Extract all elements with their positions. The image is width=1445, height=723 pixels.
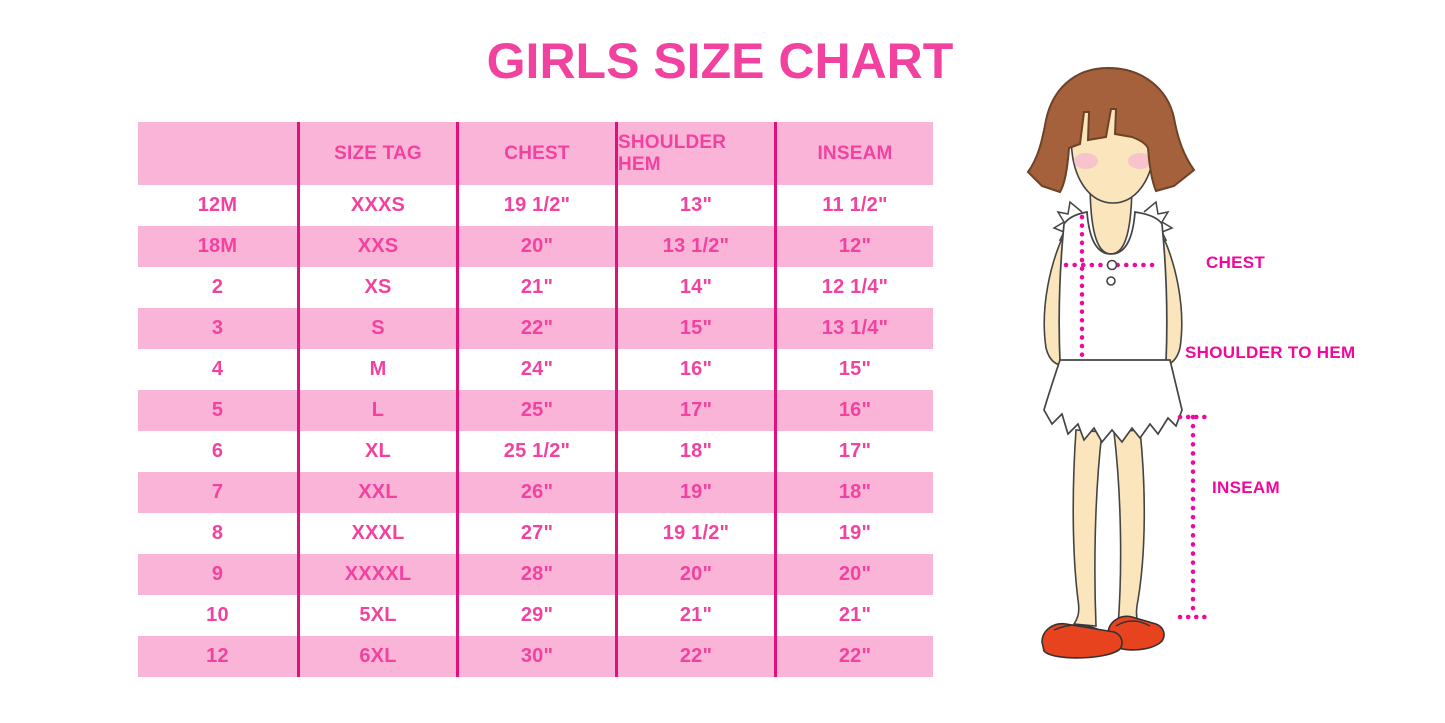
left-shoe	[1041, 622, 1123, 659]
column-header	[138, 122, 297, 185]
table-cell: 14"	[615, 267, 774, 308]
page-title: GIRLS SIZE CHART	[486, 33, 954, 89]
table-cell: 6XL	[297, 636, 456, 677]
table-cell: 13"	[615, 185, 774, 226]
table-cell: 15"	[774, 349, 933, 390]
table-cell: 5	[211, 399, 224, 421]
table-cell: 19"	[615, 472, 774, 513]
table-cell: XXL	[297, 472, 456, 513]
table-cell: 27"	[456, 513, 615, 554]
top-button-1	[1106, 259, 1118, 271]
table-cell: 3	[211, 317, 224, 339]
top-bodice	[1058, 210, 1168, 363]
table-cell: XL	[297, 431, 456, 472]
table-cell: 13 1/2"	[615, 226, 774, 267]
table-cell: 2	[211, 276, 224, 298]
table-cell: 21"	[774, 595, 933, 636]
table-cell: 25"	[456, 390, 615, 431]
table-cell: 12 1/4"	[774, 267, 933, 308]
table-cell: 26"	[456, 472, 615, 513]
table-cell: 17"	[615, 390, 774, 431]
table-cell: 8	[211, 522, 224, 544]
left-leg	[1072, 429, 1103, 627]
table-row: 2 XS 21" 14" 12 1/4"	[138, 267, 933, 308]
left-blush	[1074, 153, 1098, 169]
table-row: 3 S 22" 15" 13 1/4"	[138, 308, 933, 349]
table-row: 6 XL 25 1/2" 18" 17"	[138, 431, 933, 472]
table-header-row: SIZE TAG CHEST SHOULDER HEM INSEAM	[138, 122, 933, 185]
table-row: 12 6XL 30" 22" 22"	[138, 636, 933, 677]
column-header: INSEAM	[774, 122, 933, 185]
shoulder-to-hem-label: SHOULDER TO HEM	[1185, 343, 1356, 362]
table-cell: 13 1/4"	[774, 308, 933, 349]
table-cell: M	[297, 349, 456, 390]
table-cell: 28"	[456, 554, 615, 595]
hair	[1026, 66, 1196, 194]
table-cell: 17"	[774, 431, 933, 472]
table-cell: 25 1/2"	[456, 431, 615, 472]
table-cell: 22"	[456, 308, 615, 349]
table-row: 9 XXXXL 28" 20" 20"	[138, 554, 933, 595]
table-cell: 12"	[774, 226, 933, 267]
table-row: 18M XXS 20" 13 1/2" 12"	[138, 226, 933, 267]
table-cell: 19"	[774, 513, 933, 554]
table-cell: 6	[211, 440, 224, 462]
table-row: 12M XXXS 19 1/2" 13" 11 1/2"	[138, 185, 933, 226]
table-cell: 19 1/2"	[615, 513, 774, 554]
table-cell: L	[297, 390, 456, 431]
table-cell: 12M	[197, 194, 238, 216]
table-cell: 18"	[615, 431, 774, 472]
top-button-2	[1106, 276, 1116, 286]
table-cell: 4	[211, 358, 224, 380]
table-row: 7 XXL 26" 19" 18"	[138, 472, 933, 513]
table-cell: 20"	[615, 554, 774, 595]
table-cell: 16"	[774, 390, 933, 431]
table-cell: 24"	[456, 349, 615, 390]
table-cell: 10	[206, 604, 229, 626]
table-cell: 5XL	[297, 595, 456, 636]
right-shoe-strap	[1115, 620, 1151, 627]
right-blush	[1128, 153, 1152, 169]
table-cell: 16"	[615, 349, 774, 390]
table-cell: 20"	[774, 554, 933, 595]
table-cell: S	[297, 308, 456, 349]
column-header: SHOULDER HEM	[615, 122, 774, 185]
table-row: 8 XXXL 27" 19 1/2" 19"	[138, 513, 933, 554]
table-cell: 29"	[456, 595, 615, 636]
table-cell: 19 1/2"	[456, 185, 615, 226]
table-cell: 22"	[615, 636, 774, 677]
table-cell: XXXL	[297, 513, 456, 554]
table-cell: 20"	[456, 226, 615, 267]
girl-illustration	[1026, 66, 1209, 659]
table-cell: 11 1/2"	[774, 185, 933, 226]
table-cell: 21"	[456, 267, 615, 308]
right-leg	[1113, 429, 1146, 627]
table-cell: 22"	[774, 636, 933, 677]
chest-label: CHEST	[1206, 253, 1266, 272]
table-row: 5 L 25" 17" 16"	[138, 390, 933, 431]
table-row: 10 5XL 29" 21" 21"	[138, 595, 933, 636]
table-cell: XS	[297, 267, 456, 308]
table-cell: 21"	[615, 595, 774, 636]
inseam-label: INSEAM	[1212, 478, 1280, 497]
size-chart-table: SIZE TAG CHEST SHOULDER HEM INSEAM 12M XXXS 19…	[138, 122, 933, 677]
table-cell: 9	[211, 563, 224, 585]
column-header: CHEST	[456, 122, 615, 185]
skirt	[1043, 359, 1183, 444]
table-cell: XXS	[297, 226, 456, 267]
table-cell: XXXS	[297, 185, 456, 226]
table-cell: 30"	[456, 636, 615, 677]
left-shoe-strap	[1053, 624, 1101, 631]
table-cell: 15"	[615, 308, 774, 349]
table-cell: XXXXL	[297, 554, 456, 595]
table-cell: 12	[206, 645, 229, 667]
table-row: 4 M 24" 16" 15"	[138, 349, 933, 390]
table-cell: 18"	[774, 472, 933, 513]
table-cell: 7	[211, 481, 224, 503]
column-header: SIZE TAG	[297, 122, 456, 185]
table-cell: 18M	[197, 235, 238, 257]
